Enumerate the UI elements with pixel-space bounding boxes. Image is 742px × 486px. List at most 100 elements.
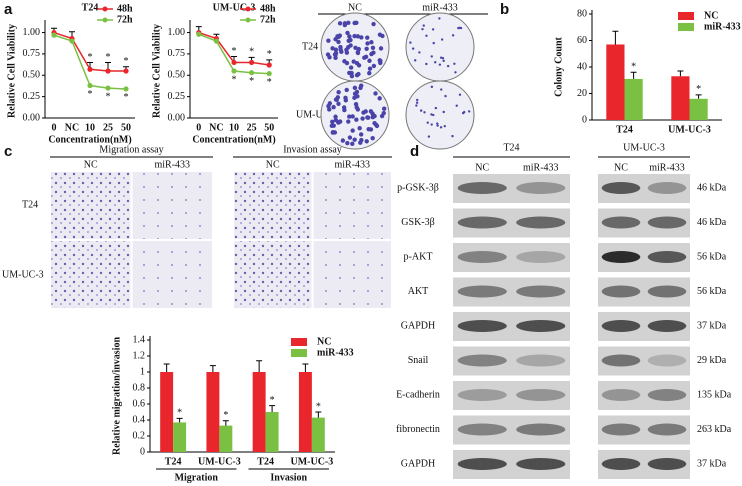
colony	[432, 113, 435, 117]
legend-swatch	[245, 6, 251, 12]
blot-band	[516, 458, 566, 470]
significance-mark: *	[249, 47, 254, 58]
y-tick-label: 0	[582, 114, 587, 125]
y-axis-label: Colony Count	[553, 36, 564, 96]
colony	[330, 130, 336, 135]
panel-label: d	[410, 143, 419, 160]
blot-band	[516, 389, 566, 401]
blot-strip	[453, 346, 570, 376]
micrograph-cells	[234, 172, 312, 239]
y-tick-label: 0.25	[23, 91, 41, 102]
colony	[436, 124, 439, 127]
colony	[335, 34, 340, 39]
colony	[342, 21, 348, 26]
colony	[441, 56, 445, 60]
colony	[430, 55, 433, 58]
legend-label: miR-433	[317, 347, 354, 358]
row-label: UM-UC-3	[2, 269, 44, 280]
colony	[436, 122, 439, 125]
colony	[431, 28, 435, 31]
colony	[354, 117, 359, 122]
colony	[344, 60, 350, 66]
legend-swatch	[678, 23, 694, 31]
colony	[345, 30, 350, 36]
colony	[336, 120, 341, 125]
x-tick-label: 0	[196, 122, 201, 133]
significance-mark: *	[631, 62, 636, 73]
y-tick-label: 0.00	[168, 112, 186, 123]
colony	[425, 34, 428, 37]
blot-band	[601, 423, 641, 436]
column-label: NC	[84, 159, 98, 170]
colony	[362, 55, 367, 60]
protein-label: p-GSK-3β	[397, 182, 439, 193]
chart-title: T24	[82, 2, 99, 13]
bar	[311, 417, 325, 452]
blot-band	[457, 458, 507, 470]
blot-band	[647, 389, 687, 401]
y-tick-label: 0.75	[168, 48, 186, 59]
blot-band	[516, 285, 566, 298]
bar	[606, 44, 625, 120]
colony	[326, 38, 331, 43]
colony	[365, 35, 370, 40]
dish	[405, 12, 475, 82]
column-label: miR-433	[154, 159, 190, 170]
significance-mark: *	[270, 395, 275, 406]
point	[231, 59, 237, 66]
colony	[353, 45, 358, 50]
y-tick-label: 0.8	[133, 382, 146, 393]
point	[213, 38, 219, 44]
colony	[350, 114, 355, 119]
error-bar	[630, 71, 637, 79]
x-tick-label: T24	[165, 456, 182, 467]
significance-mark: *	[267, 77, 272, 88]
colony	[356, 46, 361, 52]
group-label: Migration	[175, 472, 219, 483]
blot-strip	[453, 243, 570, 272]
size-label: 46 kDa	[697, 182, 727, 193]
error-bar	[163, 363, 170, 372]
x-tick-label: 0	[52, 122, 57, 133]
size-label: 135 kDa	[697, 389, 732, 400]
point	[196, 31, 202, 37]
colony	[359, 83, 364, 88]
colony	[377, 96, 382, 101]
column-label: NC	[348, 2, 362, 13]
colony	[346, 38, 351, 44]
significance-mark: *	[232, 74, 237, 85]
colony	[364, 139, 369, 144]
colony	[352, 33, 357, 39]
colony	[369, 51, 374, 57]
bar	[624, 78, 643, 120]
protein-label: GAPDH	[401, 320, 435, 331]
x-tick-label: T24	[616, 124, 633, 135]
colony	[458, 26, 461, 30]
colony	[355, 34, 360, 39]
colony	[462, 110, 466, 114]
size-label: 46 kDa	[697, 217, 727, 228]
colony	[344, 87, 349, 93]
y-tick-label: 0.00	[23, 112, 41, 123]
point	[123, 68, 129, 74]
legend-swatch	[291, 338, 307, 346]
colony	[331, 104, 336, 110]
error-bar	[256, 360, 263, 372]
y-tick-label: 1.4	[133, 334, 146, 345]
assay-label: Invasion assay	[283, 144, 342, 155]
colony	[453, 62, 456, 66]
colony	[440, 38, 444, 41]
colony	[434, 61, 437, 64]
colony	[425, 62, 428, 66]
colony	[325, 52, 331, 57]
size-label: 263 kDa	[697, 424, 732, 435]
point	[105, 85, 111, 91]
micrograph-cells	[234, 241, 312, 308]
colony	[451, 134, 454, 138]
colony	[346, 20, 351, 26]
colony	[427, 135, 431, 138]
colony	[350, 128, 355, 133]
micrograph-cells	[51, 241, 131, 308]
colony	[418, 51, 421, 54]
blot-band	[647, 182, 687, 194]
